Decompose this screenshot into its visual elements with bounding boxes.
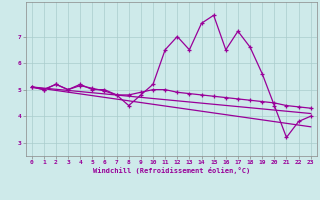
X-axis label: Windchill (Refroidissement éolien,°C): Windchill (Refroidissement éolien,°C)	[92, 167, 250, 174]
